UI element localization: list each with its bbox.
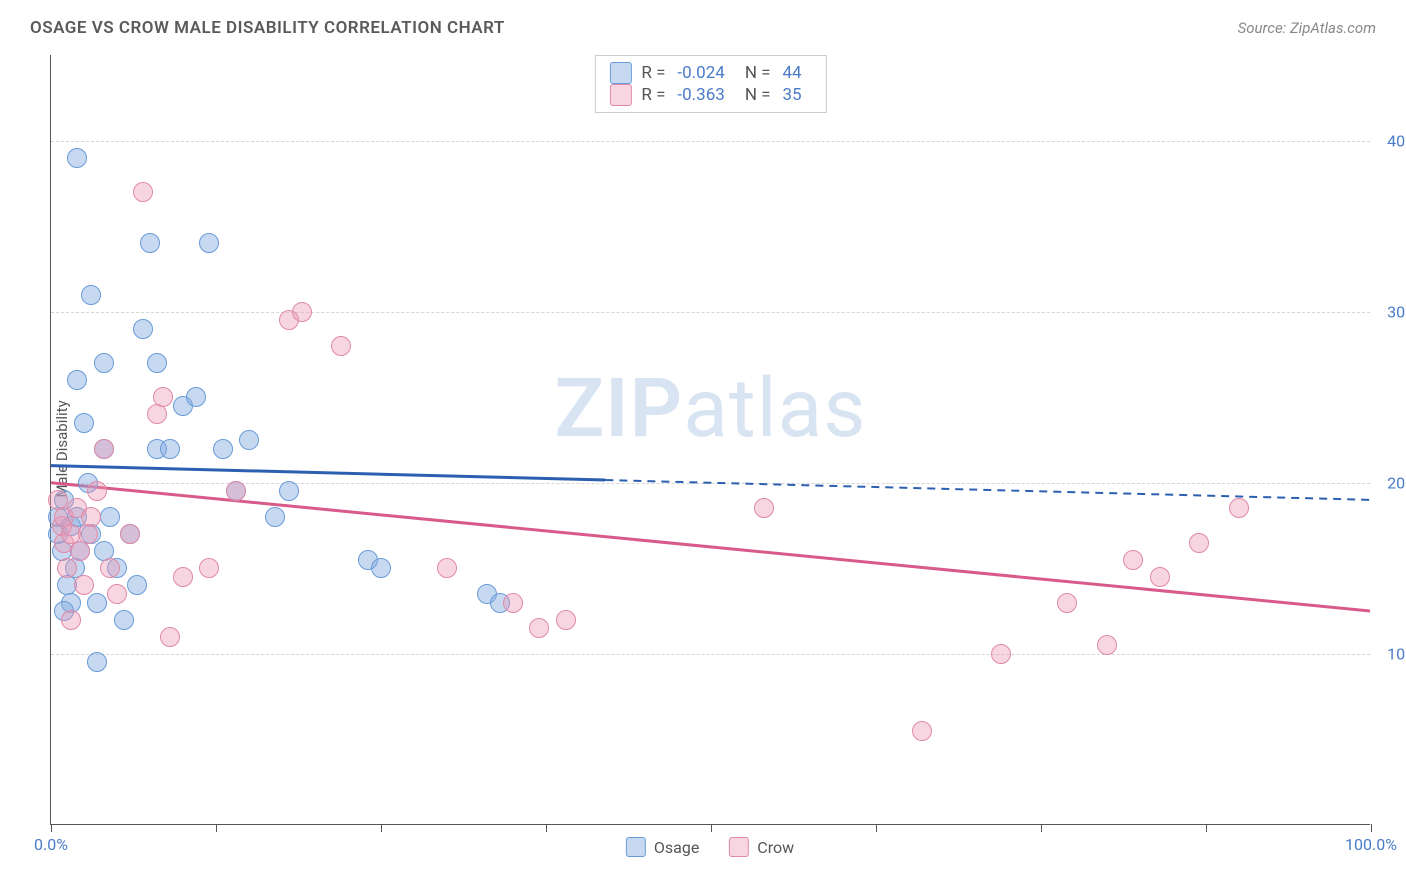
data-point [81, 507, 101, 527]
watermark: ZIPatlas [554, 361, 866, 457]
data-point [1150, 567, 1170, 587]
x-tick [876, 824, 877, 832]
stat-legend: R = -0.024 N = 44 R = -0.363 N = 35 [594, 55, 826, 113]
y-tick-label: 20.0% [1387, 473, 1406, 492]
y-tick-label: 40.0% [1387, 131, 1406, 150]
data-point [140, 233, 160, 253]
data-point [81, 285, 101, 305]
data-point [1123, 550, 1143, 570]
data-point [437, 558, 457, 578]
stat-n-value: 35 [783, 85, 802, 105]
data-point [57, 558, 77, 578]
x-tick [1371, 824, 1372, 832]
x-tick [51, 824, 52, 832]
stat-r-label: R = [641, 85, 665, 105]
data-point [1189, 533, 1209, 553]
data-point [292, 302, 312, 322]
x-tick [711, 824, 712, 832]
x-tick-label: 0.0% [34, 835, 68, 854]
y-tick-label: 30.0% [1387, 302, 1406, 321]
data-point [127, 575, 147, 595]
data-point [239, 430, 259, 450]
data-point [912, 721, 932, 741]
data-point [186, 387, 206, 407]
stat-r-value: -0.024 [677, 63, 724, 83]
source-label: Source: ZipAtlas.com [1238, 19, 1376, 37]
legend-swatch [626, 837, 646, 857]
stat-r-value: -0.363 [677, 85, 724, 105]
data-point [94, 439, 114, 459]
data-point [94, 353, 114, 373]
data-point [61, 610, 81, 630]
data-point [67, 370, 87, 390]
x-tick [216, 824, 217, 832]
data-point [371, 558, 391, 578]
gridline [51, 312, 1370, 313]
y-tick-label: 10.0% [1387, 644, 1406, 663]
x-tick [381, 824, 382, 832]
legend-item: Crow [729, 837, 794, 857]
chart-title: OSAGE VS CROW MALE DISABILITY CORRELATIO… [30, 18, 505, 38]
data-point [74, 575, 94, 595]
data-point [78, 524, 98, 544]
data-point [331, 336, 351, 356]
data-point [67, 148, 87, 168]
data-point [70, 541, 90, 561]
legend-label: Crow [757, 838, 794, 857]
data-point [226, 481, 246, 501]
data-point [160, 439, 180, 459]
data-point [107, 584, 127, 604]
x-tick [546, 824, 547, 832]
data-point [114, 610, 134, 630]
data-point [1057, 593, 1077, 613]
stat-n-value: 44 [783, 63, 802, 83]
data-point [1097, 635, 1117, 655]
x-tick-label: 100.0% [1345, 835, 1397, 854]
data-point [100, 507, 120, 527]
data-point [265, 507, 285, 527]
data-point [147, 353, 167, 373]
data-point [991, 644, 1011, 664]
x-tick [1206, 824, 1207, 832]
scatter-plot: ZIPatlas 10.0%20.0%30.0%40.0%0.0%100.0%R… [50, 55, 1370, 825]
data-point [199, 558, 219, 578]
data-point [87, 593, 107, 613]
data-point [173, 567, 193, 587]
stat-legend-row: R = -0.363 N = 35 [609, 84, 811, 106]
legend-item: Osage [626, 837, 699, 857]
data-point [100, 558, 120, 578]
data-point [160, 627, 180, 647]
data-point [133, 319, 153, 339]
series-legend: Osage Crow [626, 837, 794, 857]
x-tick [1041, 824, 1042, 832]
data-point [529, 618, 549, 638]
gridline [51, 654, 1370, 655]
stat-n-label: N = [745, 85, 771, 105]
data-point [199, 233, 219, 253]
data-point [147, 404, 167, 424]
legend-swatch [609, 62, 631, 84]
data-point [87, 481, 107, 501]
legend-label: Osage [654, 838, 699, 857]
stat-r-label: R = [641, 63, 665, 83]
data-point [153, 387, 173, 407]
data-point [133, 182, 153, 202]
legend-swatch [729, 837, 749, 857]
chart-area: Male Disability ZIPatlas 10.0%20.0%30.0%… [50, 55, 1370, 825]
data-point [120, 524, 140, 544]
legend-swatch [609, 84, 631, 106]
data-point [87, 652, 107, 672]
stat-n-label: N = [745, 63, 771, 83]
data-point [503, 593, 523, 613]
data-point [213, 439, 233, 459]
data-point [74, 413, 94, 433]
gridline [51, 141, 1370, 142]
stat-legend-row: R = -0.024 N = 44 [609, 62, 811, 84]
gridline [51, 483, 1370, 484]
data-point [1229, 498, 1249, 518]
data-point [754, 498, 774, 518]
data-point [279, 481, 299, 501]
data-point [556, 610, 576, 630]
